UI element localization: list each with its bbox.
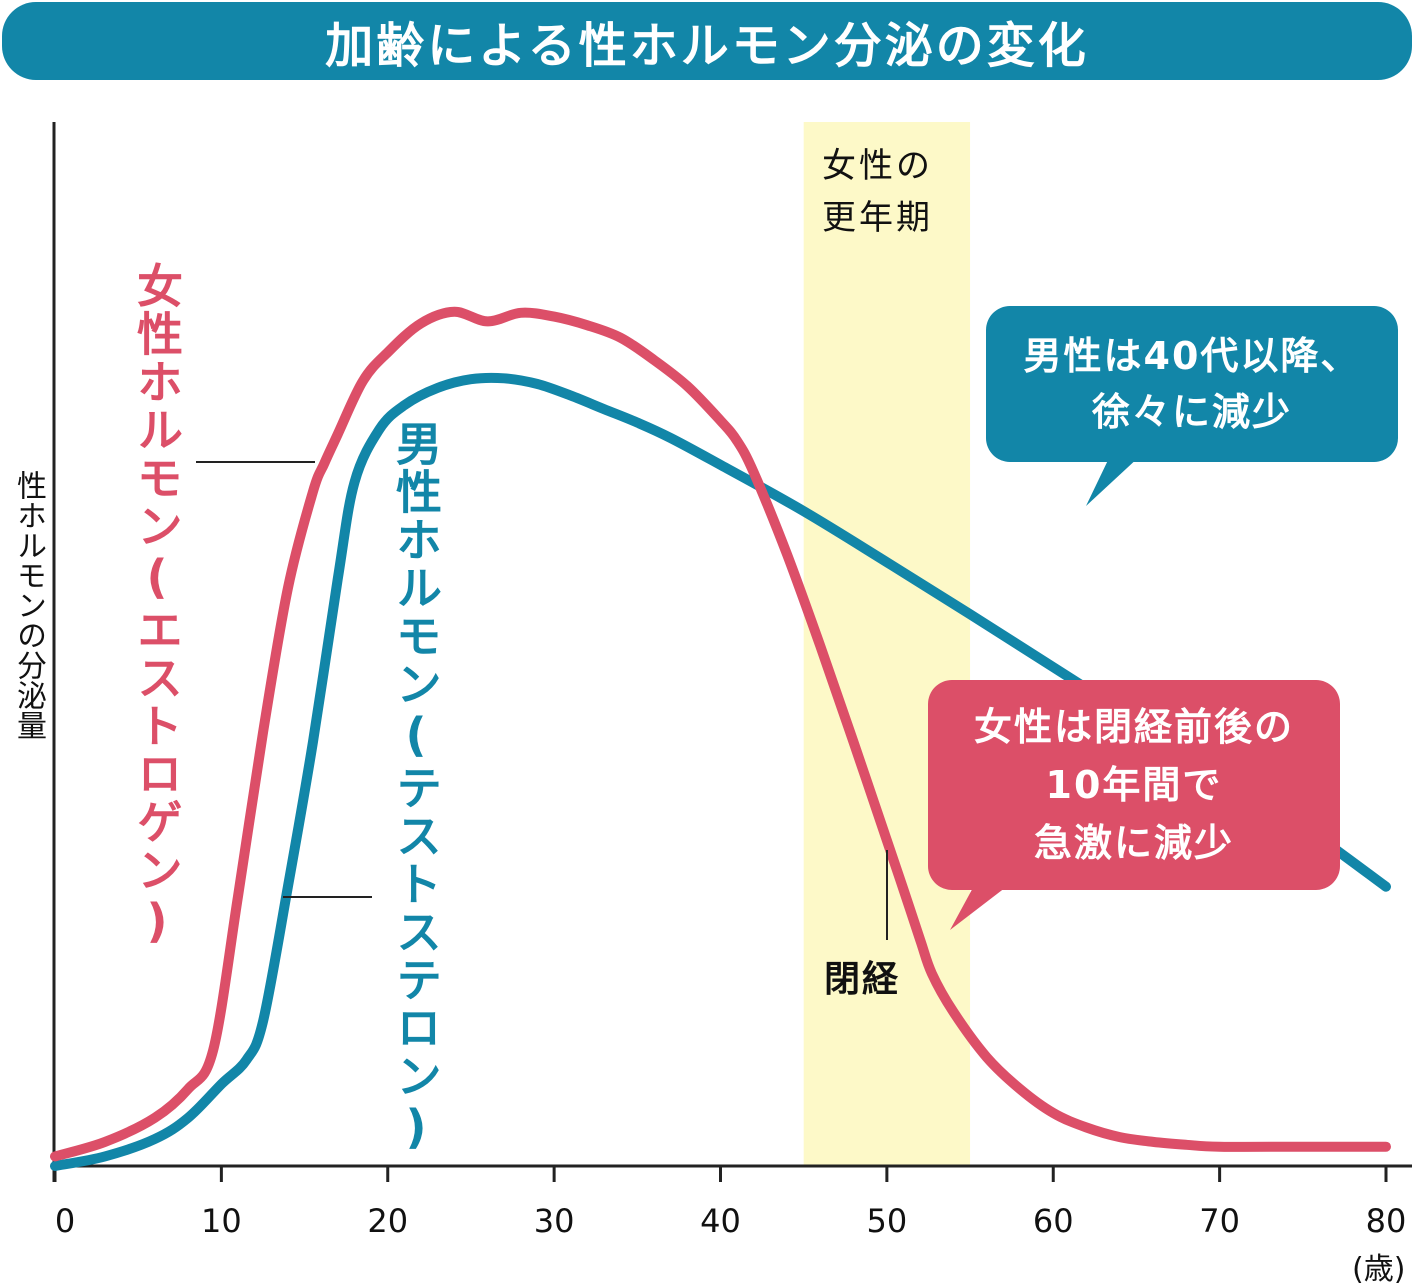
menopause-label: 閉経: [824, 959, 901, 1000]
x-ticks: 0 10 20 30 40 50 60 70 80: [53, 1166, 1407, 1240]
y-axis-label: 性ホルモンの分泌量: [11, 470, 46, 740]
estrogen-series-label: 女性ホルモン(エストロゲン): [130, 262, 184, 950]
callout-female: 女性は閉経前後の 10年間で 急激に減少: [928, 680, 1340, 890]
x-tick-label: 20: [367, 1202, 408, 1240]
x-tick-label: 40: [700, 1202, 741, 1240]
menopause-period-label-line2: 更年期: [822, 198, 933, 238]
chart-title: 加齢による性ホルモン分泌の変化: [325, 18, 1089, 74]
x-tick-label: 60: [1033, 1202, 1074, 1240]
callout-female-line2: 10年間で: [1045, 763, 1223, 807]
x-tick-label: 80: [1366, 1202, 1407, 1240]
callout-male-line2: 徐々に減少: [1091, 390, 1292, 434]
x-tick-label: 0: [55, 1202, 75, 1240]
menopause-period-label: 女性の 更年期: [822, 140, 972, 244]
female-hormone-line: [50, 306, 1391, 1162]
x-tick-label: 10: [201, 1202, 242, 1240]
callout-female-tail: [950, 884, 1010, 930]
callout-male-tail: [1086, 456, 1140, 506]
title-bar: 加齢による性ホルモン分泌の変化: [2, 2, 1412, 80]
x-tick-label: 30: [534, 1202, 575, 1240]
x-tick-label: 70: [1199, 1202, 1240, 1240]
testosterone-series-label: 男性ホルモン(テストステロン): [389, 420, 443, 1156]
callout-female-line1: 女性は閉経前後の: [973, 705, 1294, 749]
menopause-period-label-line1: 女性の: [822, 146, 933, 186]
callout-male: 男性は40代以降、 徐々に減少: [986, 306, 1398, 462]
menopause-period-band: [803, 122, 971, 1166]
callout-male-line1: 男性は40代以降、: [1023, 334, 1361, 378]
callout-female-line3: 急激に減少: [1033, 821, 1234, 865]
x-tick-label: 50: [867, 1202, 908, 1240]
x-axis-unit: (歳): [1352, 1252, 1406, 1287]
male-hormone-line: [50, 372, 1391, 1171]
